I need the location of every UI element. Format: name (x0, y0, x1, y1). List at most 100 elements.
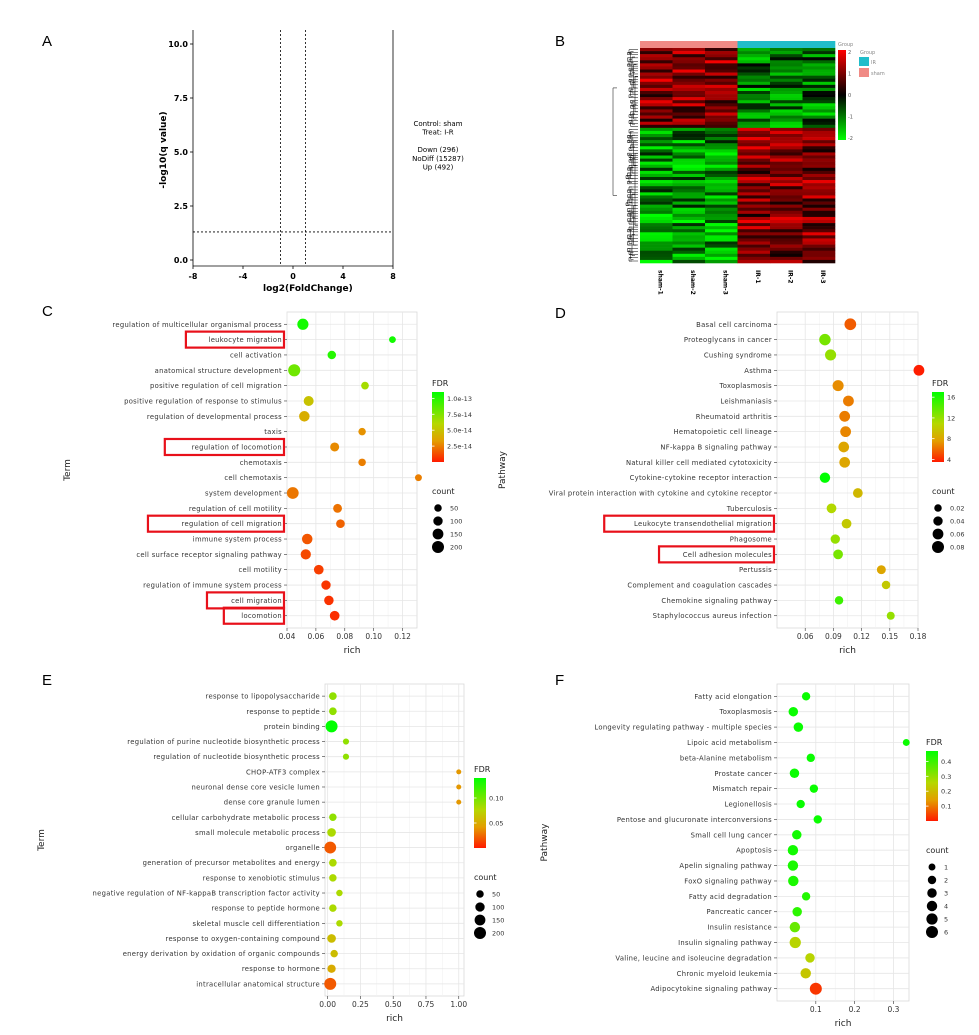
heatmap-cells (640, 48, 836, 264)
heatmap-cell (770, 69, 803, 73)
dotplot-point (813, 815, 822, 824)
dotplot-point (297, 318, 309, 330)
heatmap-cell (640, 256, 673, 261)
dotplot-term-label: chemotaxis (240, 459, 282, 467)
heatmap-cell (802, 170, 836, 175)
heatmap-cell (770, 204, 803, 209)
heatmap-sample-label: IR-3 (819, 270, 826, 284)
heatmap-cell (737, 91, 771, 95)
heatmap-cell (672, 106, 706, 110)
heatmap-cell (770, 229, 803, 233)
dotplot-point (325, 720, 338, 733)
heatmap-cell (770, 72, 803, 76)
heatmap-cell (672, 220, 706, 224)
heatmap-cell (705, 226, 738, 230)
dotplot-point (414, 474, 422, 482)
heatmap-cell (672, 100, 706, 104)
dotplot-panel-background (286, 311, 418, 629)
dotplot-y-label: Term (63, 459, 73, 482)
heatmap-cell (737, 204, 771, 209)
dotplot-point (358, 458, 366, 467)
heatmap-cell (802, 180, 836, 184)
dotplot-term-label: response to peptide (246, 708, 320, 716)
heatmap-cell (737, 87, 771, 92)
dotplot-term-label: Complement and coagulation cascades (627, 582, 772, 590)
heatmap-cell (737, 57, 771, 61)
dotplot-point (886, 611, 895, 620)
heatmap-cell (705, 87, 738, 92)
heatmap-cell (737, 127, 771, 132)
volcano-ticks: -8 -4 0 4 8 0.0 2.5 5.0 7.5 10.0 (168, 40, 396, 281)
dotplot-term-label: cell chemotaxis (224, 474, 282, 482)
dotplot-term-label: cellular carbohydrate metabolic process (172, 814, 321, 822)
heatmap-cell (802, 161, 836, 166)
dotplot-x-tick-label: 0.50 (385, 1000, 402, 1009)
heatmap-cell (705, 198, 738, 202)
heatmap-cell (672, 204, 706, 209)
count-legend-dot (932, 541, 944, 553)
count-legend-label: 3 (944, 890, 948, 898)
dendrogram-branch (634, 153, 638, 226)
volcano-legend-line: Down (296) (418, 146, 459, 154)
heatmap-cell (640, 167, 673, 172)
dotplot-point (809, 982, 822, 995)
dotplot-point (881, 580, 891, 590)
heatmap-cell (802, 84, 836, 89)
heatmap-cell (802, 152, 836, 156)
go-enrichment-dotplot-c: 0.04 0.06 0.08 0.10 0.12 regulation of multic… (63, 311, 472, 656)
heatmap-cell (705, 158, 738, 162)
dotplot-point (321, 580, 331, 590)
count-legend-label: 5 (944, 916, 948, 924)
heatmap-cell (705, 186, 738, 190)
heatmap-cell (672, 152, 706, 156)
dotplot-point (826, 503, 837, 514)
count-legend-dot (928, 863, 936, 871)
heatmap-cell (672, 124, 706, 129)
fdr-colorbar (926, 751, 938, 821)
dotplot-point (299, 411, 310, 422)
heatmap-cell (705, 149, 738, 153)
dotplot-y-label: Pathway (540, 823, 550, 862)
dotplot-x-label: rich (835, 1019, 852, 1029)
heatmap-cell (672, 186, 706, 190)
heatmap-cell (737, 60, 771, 64)
dotplot-x-tick-label: 0.12 (853, 632, 870, 641)
heatmap-cell (705, 60, 738, 64)
heatmap-cell (802, 259, 836, 264)
dotplot-term-label: neuronal dense core vesicle lumen (192, 783, 321, 791)
heatmap-cell (802, 57, 836, 61)
heatmap-legend-title: Group (838, 42, 853, 48)
dotplot-x-tick-label: 1.00 (450, 1000, 467, 1009)
heatmap-cell (737, 213, 771, 218)
dotplot-term-label: response to xenobiotic stimulus (203, 874, 321, 882)
heatmap-cell (770, 173, 803, 178)
count-legend-dot (476, 890, 484, 898)
heatmap-cell (770, 223, 803, 227)
count-legend-label: 200 (450, 544, 462, 552)
count-legend-label: 200 (492, 930, 504, 938)
heatmap-cell (672, 57, 706, 61)
heatmap-cell (770, 177, 803, 181)
heatmap-cell (770, 180, 803, 184)
dotplot-point (327, 350, 337, 360)
heatmap-cell (770, 127, 803, 132)
heatmap-cell (705, 244, 738, 248)
heatmap-cell (705, 229, 738, 233)
dotplot-term-label: Viral protein interaction with cytokine … (549, 490, 772, 498)
heatmap-cell (672, 60, 706, 64)
heatmap-cell (802, 143, 836, 147)
dotplot-x-tick-label: 0.15 (881, 632, 898, 641)
heatmap-cell (770, 250, 803, 255)
heatmap-cell (802, 241, 836, 245)
heatmap-cell (640, 213, 673, 218)
heatmap-cell (802, 177, 836, 181)
dotplot-point (329, 904, 337, 912)
heatmap-cell (640, 238, 673, 242)
heatmap-cell (737, 84, 771, 89)
count-legend-label: 4 (944, 903, 948, 911)
heatmap-cell (802, 256, 836, 261)
heatmap-cell (640, 152, 673, 156)
heatmap-cell (640, 207, 673, 212)
dotplot-term-label: negative regulation of NF-kappaB transcr… (93, 890, 320, 898)
